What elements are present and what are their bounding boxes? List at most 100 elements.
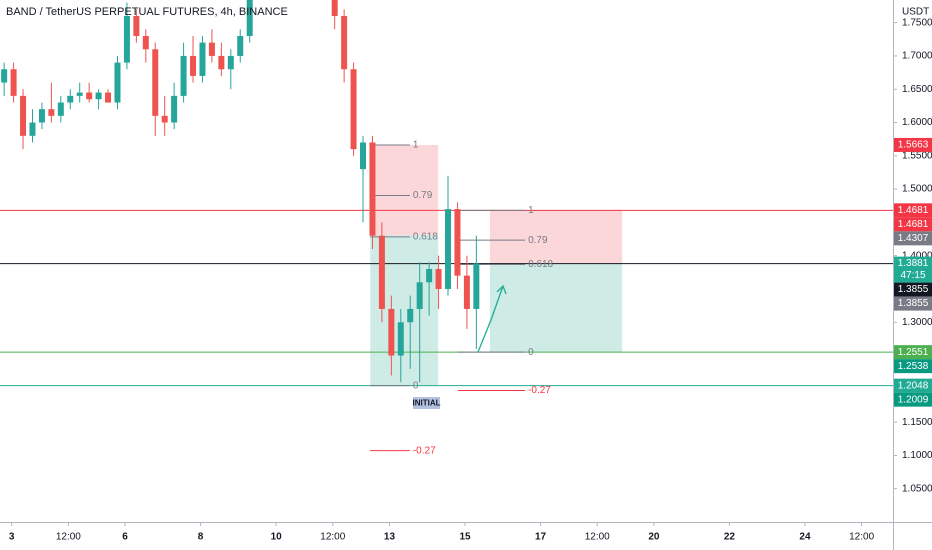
price-label: 1.2538 <box>898 361 929 372</box>
candle-body <box>86 92 93 100</box>
price-label: 1.3855 <box>898 298 929 309</box>
x-tick-label: 20 <box>648 532 660 543</box>
candle-body <box>445 209 452 289</box>
candle-body <box>171 95 178 123</box>
candle-body <box>152 49 159 116</box>
candle-body <box>388 308 395 356</box>
price-label-box <box>894 137 932 152</box>
candle-body <box>190 55 197 76</box>
countdown: 47:15 <box>900 270 925 281</box>
price-label: 1.4681 <box>898 205 929 216</box>
price-label: 1.4307 <box>898 233 929 244</box>
candle-body <box>133 15 140 36</box>
y-tick-label: 1.6500 <box>902 84 932 95</box>
target-zone <box>489 263 623 353</box>
fib-label: 0 <box>528 347 534 358</box>
y-tick-label: 1.3000 <box>902 317 932 328</box>
y-tick-label: 1.4000 <box>902 250 932 261</box>
axes: 1.05001.10001.15001.20001.25001.30001.35… <box>9 17 932 543</box>
price-label-box <box>894 296 932 311</box>
fib-label: -0.27 <box>528 385 551 396</box>
fib-label: 0.618 <box>528 259 553 270</box>
x-tick-label: 24 <box>799 532 811 543</box>
price-label: 1.3881 <box>898 258 929 269</box>
fib-label: 1 <box>413 140 419 151</box>
price-label: 1.2048 <box>898 380 929 391</box>
candle-body <box>114 62 121 103</box>
candle-body <box>20 95 27 136</box>
x-tick-label: 6 <box>122 532 128 543</box>
candle-body <box>341 15 348 70</box>
candle-body <box>237 35 244 56</box>
x-tick-label: 22 <box>724 532 736 543</box>
y-tick-label: 1.7000 <box>902 51 932 62</box>
fib-label: 0 <box>413 380 419 391</box>
candle-body <box>29 122 36 136</box>
arrow <box>477 284 507 353</box>
candle-body <box>105 92 112 103</box>
candle-body <box>350 69 357 150</box>
price-label: 1.3855 <box>898 284 929 295</box>
candle-body <box>180 55 187 96</box>
candle-body <box>473 263 480 309</box>
x-tick-label: 12:00 <box>585 532 610 543</box>
candle-body <box>67 95 74 103</box>
stop-zone <box>370 144 439 236</box>
price-label: 1.5663 <box>898 140 929 151</box>
arrow-line <box>477 285 504 353</box>
fib-label: 0.618 <box>413 232 438 243</box>
candle-body <box>95 92 102 100</box>
candle-body <box>218 55 225 70</box>
candle-body <box>378 235 385 309</box>
price-label: 1.2009 <box>898 394 929 405</box>
price-label-box <box>894 217 932 232</box>
candle-body <box>48 109 55 116</box>
candle-body <box>463 275 470 309</box>
x-tick-label: 17 <box>535 532 547 543</box>
fib-label: 0.79 <box>413 190 433 201</box>
x-tick-label: 12:00 <box>56 532 81 543</box>
stop-zone <box>489 210 623 264</box>
candle-body <box>1 69 8 83</box>
price-label: 1.2551 <box>898 347 929 358</box>
candle-body <box>454 209 461 276</box>
candle-body <box>435 268 442 289</box>
candle-body <box>397 322 404 356</box>
x-tick-label: 8 <box>198 532 204 543</box>
candle-body <box>161 115 168 123</box>
price-label: 1.4681 <box>898 219 929 230</box>
x-tick-label: 3 <box>9 532 15 543</box>
y-tick-label: 1.0500 <box>902 483 932 494</box>
chart-title: BAND / TetherUS PERPETUAL FUTURES, 4h, B… <box>6 6 288 18</box>
fib-label: -0.27 <box>413 445 436 456</box>
candle-body <box>38 109 45 123</box>
candle-body <box>426 268 433 283</box>
x-tick-label: 15 <box>459 532 471 543</box>
price-label-box <box>894 378 932 393</box>
x-tick-label: 10 <box>271 532 283 543</box>
price-label-box <box>894 256 932 283</box>
price-label-box <box>894 231 932 246</box>
arrow-head <box>496 284 507 295</box>
currency: USDT <box>902 7 929 18</box>
candle-body <box>227 55 234 70</box>
y-tick-label: 1.6000 <box>902 117 932 128</box>
fib-label: 0.79 <box>528 235 548 246</box>
candle-body <box>360 142 367 170</box>
annotation: INITIAL <box>413 399 441 408</box>
price-label-box <box>894 345 932 360</box>
candle-body <box>331 0 338 16</box>
y-tick-label: 1.5500 <box>902 150 932 161</box>
y-tick-label: 1.1500 <box>902 417 932 428</box>
y-tick-label: 1.7500 <box>902 17 932 28</box>
plot-area: 1 0.79 0.618 0 -0.27 1 0.79 0.618 0 -0.27 <box>0 0 893 456</box>
candle-body <box>123 15 130 63</box>
fib-label: 1 <box>528 205 534 216</box>
candle-body <box>199 42 206 76</box>
price-label-box <box>894 282 932 297</box>
price-label-box <box>894 203 932 218</box>
candle-body <box>246 0 253 36</box>
candle-body <box>10 69 17 96</box>
